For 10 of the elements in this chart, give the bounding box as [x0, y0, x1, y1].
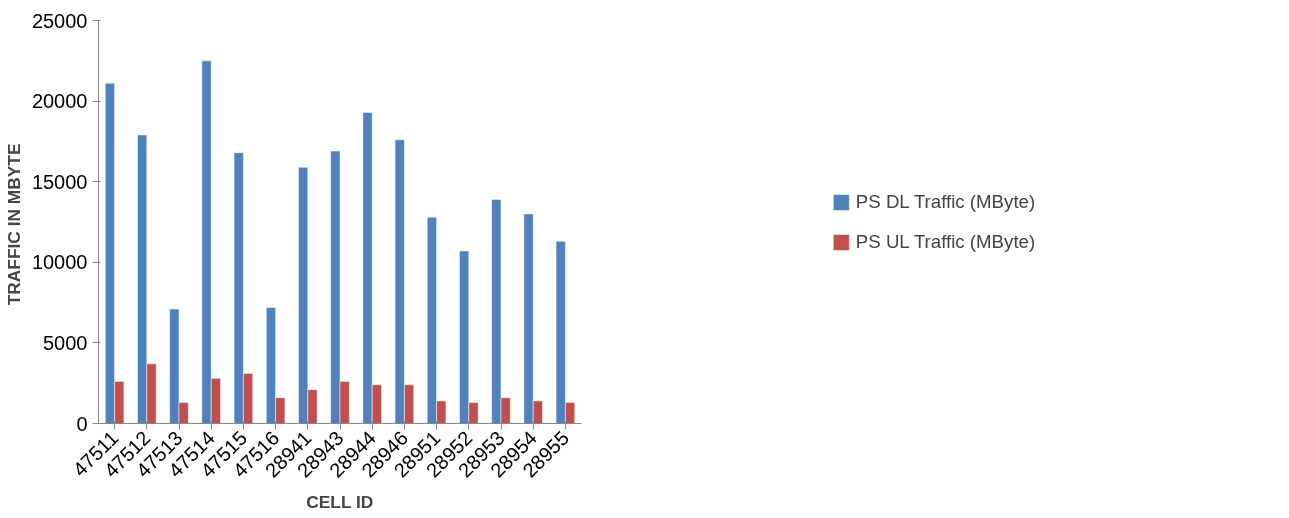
- y-tick-label: 0: [76, 412, 88, 435]
- legend-label: PS DL Traffic (MByte): [855, 190, 1036, 213]
- y-tick-label: 15000: [31, 170, 88, 193]
- y-tick-label: 20000: [31, 90, 88, 113]
- legend-label: PS UL Traffic (MByte): [855, 230, 1036, 253]
- y-axis-title: TRAFFIC IN MBYTE: [3, 143, 24, 306]
- y-tick-label: 25000: [31, 9, 88, 32]
- y-tick-label: 10000: [31, 251, 88, 274]
- x-axis-title: CELL ID: [306, 491, 374, 512]
- y-tick-label: 5000: [43, 331, 88, 354]
